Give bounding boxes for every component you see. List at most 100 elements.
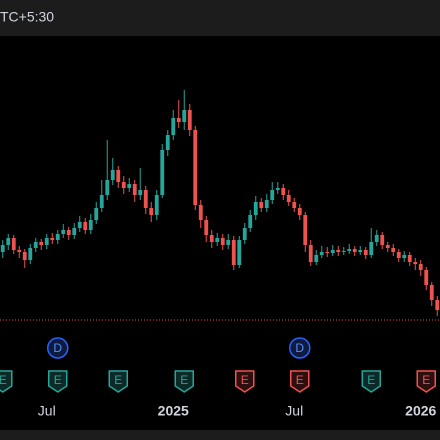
candle-body	[28, 248, 33, 260]
candle-body	[132, 184, 137, 195]
candle-body	[369, 242, 374, 255]
candle-body	[215, 238, 220, 242]
dividend-marker	[47, 337, 69, 359]
candle-body	[391, 248, 396, 252]
earnings-label: E	[0, 373, 7, 387]
candle-body	[182, 110, 187, 122]
candle-body	[220, 238, 225, 245]
candle-body	[286, 195, 291, 202]
candle-body	[418, 264, 423, 270]
candle-body	[6, 238, 11, 245]
candle-body	[352, 249, 357, 252]
candle-body	[171, 118, 176, 135]
candle-body	[231, 240, 236, 265]
earnings-label: E	[422, 373, 430, 387]
dividend-label: D	[53, 341, 62, 355]
candle-body	[226, 240, 231, 245]
candle-body	[297, 208, 302, 215]
candle-body	[385, 245, 390, 248]
candle-body	[99, 195, 104, 208]
timezone-label: TC+5:30	[0, 9, 54, 25]
earnings-marker	[361, 370, 381, 393]
candle-body	[347, 249, 352, 251]
candle-body	[22, 252, 27, 260]
candle-body	[363, 250, 368, 255]
candle-body	[77, 222, 82, 228]
candle-body	[160, 150, 165, 195]
candle-body	[149, 208, 154, 215]
earnings-label: E	[180, 373, 188, 387]
candle-body	[39, 242, 44, 245]
candle-body	[33, 242, 38, 248]
candle-body	[259, 202, 264, 208]
candle-body	[61, 230, 66, 234]
candle-body	[264, 200, 269, 208]
candle-body	[281, 188, 286, 195]
candle-body	[72, 228, 77, 235]
candle-body	[330, 250, 335, 253]
dividend-marker	[289, 337, 311, 359]
candle-body	[413, 262, 418, 264]
candle-body	[308, 245, 313, 262]
candle-body	[325, 252, 330, 253]
candle-body	[88, 220, 93, 230]
x-tick-label: 2025	[158, 403, 189, 419]
candle-body	[429, 285, 434, 300]
candle-body	[116, 170, 121, 182]
candle-body	[402, 255, 407, 258]
candle-body	[17, 250, 22, 252]
candle-body	[165, 135, 170, 150]
candle-body	[110, 170, 115, 180]
candle-body	[127, 184, 132, 188]
candle-body	[44, 238, 49, 245]
earnings-marker	[235, 370, 255, 393]
earnings-label: E	[296, 373, 304, 387]
earnings-marker	[108, 370, 128, 393]
candle-body	[11, 238, 16, 250]
candle-body	[55, 234, 60, 240]
candle-body	[435, 300, 440, 310]
candle-body	[204, 220, 209, 235]
candle-body	[314, 255, 319, 262]
candle-body	[253, 202, 258, 215]
candle-body	[242, 228, 247, 240]
candle-body	[248, 215, 253, 228]
candle-body	[319, 252, 324, 255]
earnings-marker	[416, 370, 436, 393]
candle-body	[94, 208, 99, 220]
candle-body	[358, 250, 363, 252]
candle-body	[193, 130, 198, 205]
candle-body	[292, 202, 297, 208]
candle-body	[424, 270, 429, 285]
candle-body	[66, 230, 71, 235]
candle-body	[176, 118, 181, 122]
candle-body	[198, 205, 203, 220]
candle-body	[143, 190, 148, 208]
x-tick-label: Jul	[38, 403, 56, 419]
earnings-label: E	[367, 373, 375, 387]
candle-body	[187, 110, 192, 130]
candle-body	[407, 255, 412, 262]
candle-body	[138, 190, 143, 195]
earnings-label: E	[114, 373, 122, 387]
candle-body	[237, 240, 242, 265]
earnings-marker	[290, 370, 310, 393]
candle-body	[341, 251, 346, 252]
earnings-marker	[0, 370, 13, 393]
candle-body	[83, 222, 88, 230]
bottom-bar	[0, 430, 440, 440]
x-tick-label: 2026	[405, 403, 436, 419]
candle-body	[0, 245, 5, 252]
candle-body	[105, 180, 110, 195]
candle-body	[336, 250, 341, 252]
top-bar	[0, 0, 440, 36]
earnings-marker	[174, 370, 194, 393]
candle-body	[396, 252, 401, 258]
candle-body	[121, 182, 126, 188]
candle-body	[275, 188, 280, 190]
dividend-label: D	[295, 341, 304, 355]
earnings-marker	[48, 370, 68, 393]
candle-body	[374, 235, 379, 242]
